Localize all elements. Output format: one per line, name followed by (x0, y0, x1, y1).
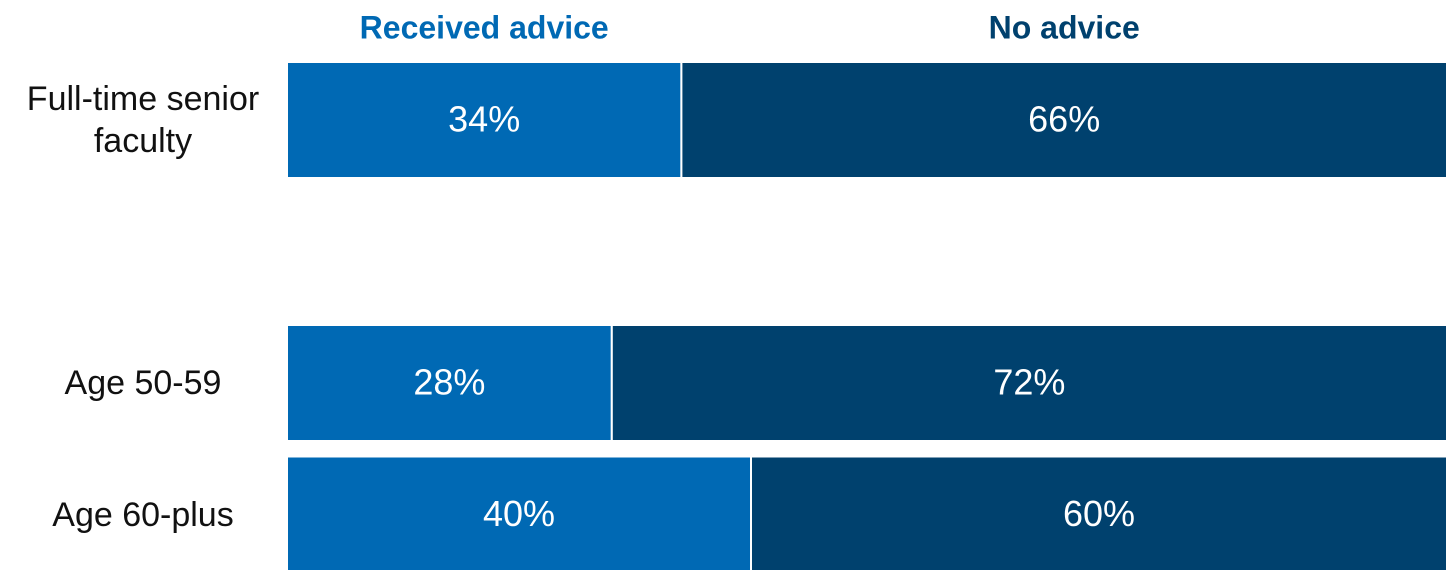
value-label: 66% (1028, 99, 1100, 140)
value-label: 28% (413, 362, 485, 403)
bar-segment (286, 324, 613, 442)
bar-segment (750, 455, 1447, 570)
category-label: Age 60-plus (52, 495, 234, 534)
value-label: 60% (1063, 493, 1135, 534)
legend-label: Received advice (360, 9, 609, 45)
value-label: 40% (483, 493, 555, 534)
category-label: Full-time senior faculty (26, 80, 260, 160)
value-label: 72% (993, 362, 1065, 403)
legend-label: No advice (989, 9, 1140, 45)
bar-segment (680, 61, 1447, 179)
bar-segment (610, 324, 1447, 442)
value-label: 34% (448, 99, 520, 140)
bar-segment (286, 455, 752, 570)
bar-segment (286, 61, 683, 179)
category-label: Age 50-59 (64, 364, 222, 402)
